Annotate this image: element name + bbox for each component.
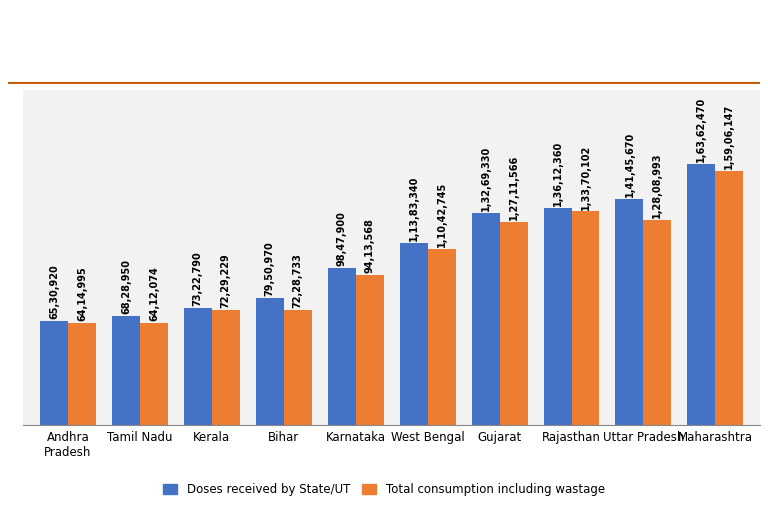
Bar xyxy=(184,308,212,425)
Bar xyxy=(544,207,571,425)
Bar xyxy=(472,213,499,425)
Bar xyxy=(328,268,356,425)
Text: 1,63,62,470: 1,63,62,470 xyxy=(697,96,707,162)
Bar xyxy=(644,220,671,425)
Bar xyxy=(571,211,600,425)
Text: 1,27,11,566: 1,27,11,566 xyxy=(508,155,518,220)
Bar xyxy=(68,323,96,425)
Text: 1,10,42,745: 1,10,42,745 xyxy=(437,181,447,247)
Text: 1,33,70,102: 1,33,70,102 xyxy=(581,144,591,209)
Text: 72,28,733: 72,28,733 xyxy=(293,253,303,308)
Bar xyxy=(212,310,240,425)
Text: 64,12,074: 64,12,074 xyxy=(149,266,159,321)
Text: 94,13,568: 94,13,568 xyxy=(365,218,375,273)
Bar xyxy=(112,316,140,425)
Bar xyxy=(40,321,68,425)
Text: Doses received and consumed by the states: Doses received and consumed by the state… xyxy=(23,30,679,56)
Legend: Doses received by State/UT, Total consumption including wastage: Doses received by State/UT, Total consum… xyxy=(158,479,610,501)
Bar xyxy=(428,249,455,425)
Bar xyxy=(715,171,743,425)
Bar xyxy=(256,298,284,425)
Text: 1,59,06,147: 1,59,06,147 xyxy=(724,104,734,169)
Text: 73,22,790: 73,22,790 xyxy=(193,251,203,306)
Text: 72,29,229: 72,29,229 xyxy=(221,253,231,308)
Bar xyxy=(399,243,428,425)
Text: 1,41,45,670: 1,41,45,670 xyxy=(624,132,634,197)
Bar xyxy=(615,199,644,425)
Bar xyxy=(687,164,715,425)
Text: 1,32,69,330: 1,32,69,330 xyxy=(481,146,491,211)
Bar xyxy=(140,323,168,425)
Text: 1,13,83,340: 1,13,83,340 xyxy=(409,176,419,241)
Text: 68,28,950: 68,28,950 xyxy=(121,259,131,314)
Bar xyxy=(499,222,528,425)
Text: 1,28,08,993: 1,28,08,993 xyxy=(653,153,663,219)
Text: 1,36,12,360: 1,36,12,360 xyxy=(552,140,562,206)
Text: (as on 30.04.2021, 8 am): (as on 30.04.2021, 8 am) xyxy=(588,52,719,62)
Text: 65,30,920: 65,30,920 xyxy=(49,264,59,319)
Text: 64,14,995: 64,14,995 xyxy=(77,266,87,321)
Bar xyxy=(356,274,384,425)
Bar xyxy=(284,310,312,425)
Text: 79,50,970: 79,50,970 xyxy=(265,241,275,296)
Text: 98,47,900: 98,47,900 xyxy=(336,211,346,266)
